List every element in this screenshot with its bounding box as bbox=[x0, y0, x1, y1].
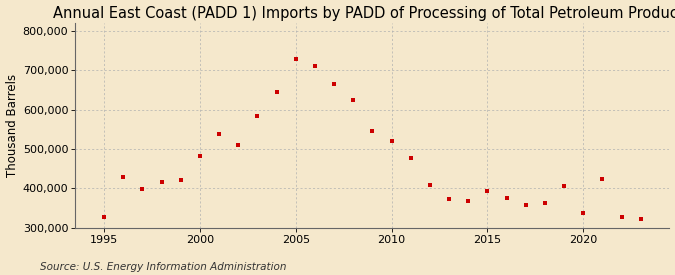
Point bbox=[290, 56, 301, 61]
Point bbox=[233, 143, 244, 147]
Point bbox=[271, 90, 282, 94]
Point bbox=[99, 214, 109, 219]
Point bbox=[482, 189, 493, 193]
Point bbox=[501, 196, 512, 200]
Title: Annual East Coast (PADD 1) Imports by PADD of Processing of Total Petroleum Prod: Annual East Coast (PADD 1) Imports by PA… bbox=[53, 6, 675, 21]
Point bbox=[520, 203, 531, 207]
Text: Source: U.S. Energy Information Administration: Source: U.S. Energy Information Administ… bbox=[40, 262, 287, 271]
Point bbox=[405, 155, 416, 160]
Y-axis label: Thousand Barrels: Thousand Barrels bbox=[5, 74, 18, 177]
Point bbox=[559, 184, 570, 188]
Point bbox=[194, 153, 205, 158]
Point bbox=[597, 177, 608, 182]
Point bbox=[309, 64, 320, 68]
Point bbox=[616, 214, 627, 219]
Point bbox=[386, 139, 397, 143]
Point bbox=[348, 98, 358, 102]
Point bbox=[118, 175, 129, 180]
Point bbox=[463, 199, 474, 203]
Point bbox=[156, 180, 167, 185]
Point bbox=[425, 183, 435, 188]
Point bbox=[578, 211, 589, 215]
Point bbox=[329, 82, 340, 86]
Point bbox=[443, 197, 454, 202]
Point bbox=[367, 129, 378, 134]
Point bbox=[252, 113, 263, 118]
Point bbox=[539, 201, 550, 205]
Point bbox=[635, 217, 646, 221]
Point bbox=[214, 132, 225, 137]
Point bbox=[176, 178, 186, 182]
Point bbox=[137, 187, 148, 191]
